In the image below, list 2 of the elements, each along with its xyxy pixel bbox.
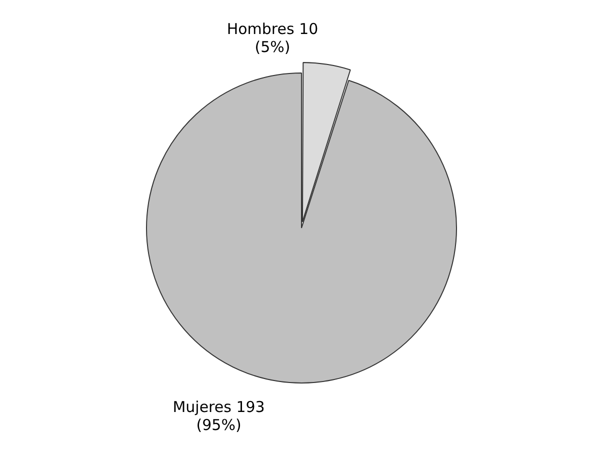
slice-label: Mujeres 193 (95%) bbox=[172, 398, 265, 434]
slice-label: Hombres 10 (5%) bbox=[226, 20, 318, 56]
